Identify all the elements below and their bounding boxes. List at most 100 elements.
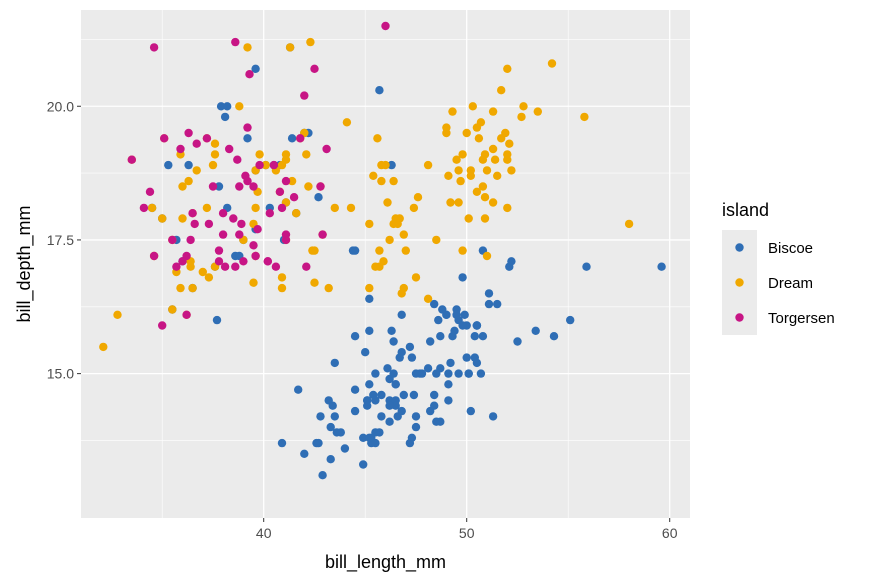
- x-tick-label: 40: [256, 525, 272, 541]
- point-dream: [210, 150, 220, 159]
- point-dream: [306, 37, 315, 47]
- point-torgersen: [149, 251, 159, 261]
- point-biscoe: [411, 369, 421, 378]
- point-dream: [444, 171, 453, 180]
- point-torgersen: [239, 257, 248, 266]
- point-torgersen: [127, 155, 136, 164]
- point-torgersen: [269, 160, 279, 170]
- point-dream: [533, 107, 542, 116]
- point-dream: [497, 86, 506, 95]
- point-torgersen: [245, 70, 254, 79]
- point-torgersen: [172, 262, 181, 271]
- point-biscoe: [407, 353, 417, 362]
- legend-label-torgersen: Torgersen: [768, 310, 835, 327]
- point-dream: [458, 150, 467, 159]
- point-dream: [472, 187, 482, 196]
- point-biscoe: [462, 353, 471, 362]
- point-dream: [482, 251, 492, 261]
- point-torgersen: [289, 193, 299, 202]
- point-dream: [488, 144, 498, 154]
- point-biscoe: [340, 444, 350, 453]
- point-torgersen: [188, 209, 197, 218]
- point-biscoe: [363, 401, 372, 410]
- legend-key-dream: [735, 278, 744, 287]
- point-dream: [478, 182, 488, 191]
- point-biscoe: [385, 401, 394, 410]
- point-dream: [462, 128, 471, 138]
- point-biscoe: [434, 315, 443, 325]
- point-torgersen: [296, 134, 305, 143]
- y-tick-label: 20.0: [47, 98, 74, 114]
- y-tick-label: 15.0: [47, 366, 74, 382]
- point-biscoe: [330, 358, 339, 368]
- point-torgersen: [281, 235, 291, 245]
- point-biscoe: [387, 160, 396, 170]
- point-dream: [490, 155, 500, 164]
- point-biscoe: [460, 310, 469, 319]
- point-dream: [413, 193, 423, 202]
- legend: island Biscoe Dream Torgersen: [722, 200, 835, 335]
- point-dream: [184, 176, 193, 186]
- point-dream: [517, 112, 526, 122]
- legend-label-dream: Dream: [768, 275, 813, 292]
- point-dream: [389, 219, 398, 229]
- point-dream: [324, 283, 333, 293]
- data-points: [99, 21, 666, 480]
- point-biscoe: [164, 160, 173, 170]
- point-biscoe: [223, 102, 232, 111]
- point-torgersen: [302, 262, 311, 271]
- point-dream: [292, 209, 301, 218]
- point-biscoe: [397, 348, 406, 357]
- point-torgersen: [220, 262, 230, 271]
- point-torgersen: [178, 257, 187, 266]
- point-dream: [580, 112, 589, 122]
- point-biscoe: [389, 337, 398, 346]
- point-torgersen: [218, 209, 228, 218]
- point-biscoe: [391, 380, 400, 389]
- point-torgersen: [253, 225, 262, 234]
- point-dream: [377, 176, 386, 186]
- point-biscoe: [328, 401, 337, 410]
- point-dream: [198, 267, 207, 277]
- point-dream: [411, 273, 421, 282]
- point-dream: [249, 278, 258, 287]
- point-dream: [99, 342, 108, 352]
- point-biscoe: [330, 412, 339, 421]
- point-dream: [423, 160, 433, 170]
- point-torgersen: [277, 203, 287, 213]
- point-dream: [624, 219, 634, 229]
- legend-label-biscoe: Biscoe: [768, 240, 813, 257]
- point-biscoe: [377, 412, 386, 421]
- point-biscoe: [314, 193, 323, 202]
- point-dream: [448, 107, 457, 116]
- point-biscoe: [326, 422, 335, 432]
- x-tick-label: 60: [662, 525, 678, 541]
- point-biscoe: [314, 438, 323, 448]
- point-biscoe: [375, 428, 384, 437]
- point-biscoe: [430, 390, 439, 400]
- point-biscoe: [466, 406, 475, 416]
- legend-key-biscoe: [735, 243, 744, 252]
- point-dream: [446, 198, 455, 207]
- point-biscoe: [411, 412, 421, 421]
- point-biscoe: [184, 160, 193, 170]
- point-biscoe: [430, 299, 439, 309]
- point-biscoe: [450, 326, 459, 335]
- point-dream: [480, 193, 490, 202]
- point-dream: [158, 214, 167, 223]
- point-biscoe: [399, 390, 408, 400]
- point-biscoe: [336, 428, 345, 437]
- axes: 40 50 60 15.0 17.5 20.0: [47, 98, 678, 541]
- point-biscoe: [444, 380, 453, 389]
- point-dream: [365, 219, 374, 229]
- point-dream: [304, 182, 313, 191]
- point-dream: [178, 214, 187, 223]
- point-torgersen: [218, 230, 228, 239]
- point-torgersen: [318, 230, 327, 239]
- point-biscoe: [350, 406, 360, 416]
- point-biscoe: [582, 262, 591, 271]
- point-biscoe: [371, 369, 380, 378]
- grid-lines: [81, 10, 690, 518]
- point-dream: [277, 273, 287, 282]
